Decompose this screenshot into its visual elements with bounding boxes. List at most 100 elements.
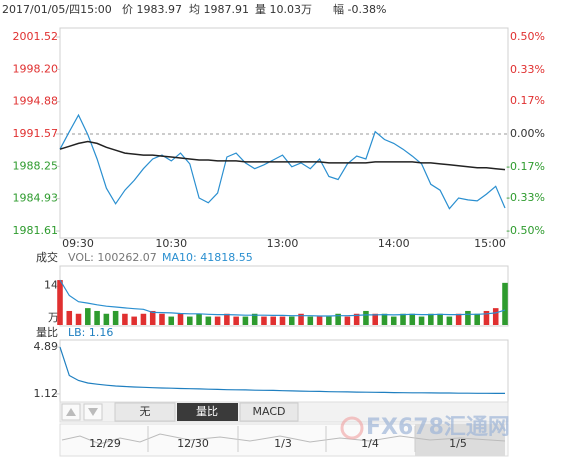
ratio-title: 量比 (36, 326, 58, 339)
up-arrow (66, 408, 76, 416)
volume-bar (196, 313, 202, 325)
header-price: 价 1983.97 (122, 3, 182, 16)
y2-tick-label: 0.17% (510, 94, 545, 107)
volume-bar (372, 313, 378, 325)
volume-bar (428, 313, 434, 325)
volume-bar (474, 313, 480, 325)
volume-bar (103, 313, 110, 325)
volume-bar (177, 313, 184, 325)
toolbar: 无 量比 MACD (59, 401, 509, 423)
x-tick-label: 13:00 (267, 237, 299, 250)
header-average: 均 1987.91 (189, 3, 249, 16)
volume-bar (353, 313, 360, 325)
volume-bar (390, 316, 397, 325)
navigator: 12/29 12/30 1/3 1/4 1/5 (59, 423, 509, 457)
y-tick-label: 1998.20 (13, 62, 59, 75)
watermark: FX678汇通网 (366, 415, 510, 440)
ma-legend: MA10: 41818.55 (162, 251, 253, 264)
y2-tick-label: -0.17% (506, 160, 545, 173)
header-time: 2017/01/05/四15:00 (2, 3, 112, 16)
y-tick-label: 1984.93 (13, 192, 59, 205)
volume-bar (307, 316, 314, 325)
volume-bar (168, 316, 175, 325)
tab-label: 量比 (196, 405, 218, 418)
y2-tick-label: -0.50% (506, 224, 545, 237)
down-arrow (88, 408, 98, 416)
tab[interactable] (239, 402, 299, 422)
x-tick-label: 09:30 (62, 237, 94, 250)
volume-bar (400, 313, 406, 325)
x-tick-label: 15:00 (474, 237, 506, 250)
volume-bar (465, 310, 471, 325)
navigator-date: 1/3 (274, 437, 292, 450)
y2-tick-label: 0.00% (510, 127, 545, 140)
volume-bar (326, 316, 332, 325)
series-line (59, 140, 506, 171)
series-line (59, 279, 506, 317)
volume-bar (251, 313, 258, 325)
navigator-date: 1/5 (449, 437, 467, 450)
volume-bar (224, 313, 230, 325)
volume-unit: 万 (48, 311, 59, 324)
navigator-line (61, 433, 506, 445)
volume-bar (483, 310, 490, 325)
volume-bar (187, 316, 193, 325)
volume-bar (279, 316, 286, 325)
volume-bar (288, 316, 295, 325)
volume-bar (66, 310, 73, 325)
volume-bar (270, 316, 277, 325)
volume-bar (242, 316, 249, 325)
header: 2017/01/05/四15:00 价 1983.97 均 1987.91 量 … (2, 3, 386, 16)
navigator-date: 12/30 (177, 437, 209, 450)
volume-bar (140, 313, 147, 325)
volume-bar (363, 310, 369, 325)
volume-bar (94, 310, 100, 325)
volume-bar (409, 313, 416, 325)
volume-bar (233, 316, 239, 325)
tab-active[interactable] (177, 403, 238, 421)
volume-bar (502, 282, 508, 325)
y-tick-label: 4.89 (34, 340, 59, 353)
tab-label: 无 (140, 405, 151, 418)
y-tick-label: 2001.52 (13, 30, 59, 43)
volume-legend: VOL: 100262.07 (68, 251, 157, 264)
volume-bar (381, 313, 388, 325)
volume-bar (205, 316, 212, 325)
volume-bar (298, 313, 304, 325)
volume-bar (446, 316, 453, 325)
volume-bar (261, 316, 267, 325)
volume-bar (335, 313, 341, 325)
y-tick-label: 1994.88 (13, 95, 59, 108)
y-tick-label: 1988.25 (13, 159, 59, 172)
volume-bar (112, 310, 119, 325)
volume-bar (85, 308, 91, 325)
volume-bar (437, 313, 443, 325)
volume-bar (122, 313, 128, 325)
y2-tick-label: 0.50% (510, 30, 545, 43)
y-tick-label: 1.12 (34, 387, 59, 400)
y-tick-label: 1991.57 (13, 127, 59, 140)
tab-label: MACD (253, 405, 286, 418)
volume-bar (492, 308, 499, 325)
volume-bar (344, 316, 351, 325)
navigator-date: 1/4 (361, 437, 379, 450)
x-tick-label: 14:00 (378, 237, 410, 250)
ratio-legend: LB: 1.16 (68, 326, 113, 339)
x-tick-label: 10:30 (155, 237, 187, 250)
volume-bar (131, 316, 137, 325)
tab[interactable] (114, 402, 176, 422)
volume-bar (149, 310, 156, 325)
y-tick-label: 14 (44, 279, 58, 292)
header-volume: 量 10.03万 (255, 3, 312, 16)
y2-tick-label: -0.33% (506, 191, 545, 204)
y-tick-label: 1981.61 (13, 224, 59, 237)
volume-bar (214, 316, 221, 325)
header-change: 幅 -0.38% (333, 3, 386, 16)
volume-bar (455, 313, 462, 325)
series-line (59, 113, 506, 210)
volume-bar (418, 316, 425, 325)
volume-title: 成交 (36, 250, 58, 264)
